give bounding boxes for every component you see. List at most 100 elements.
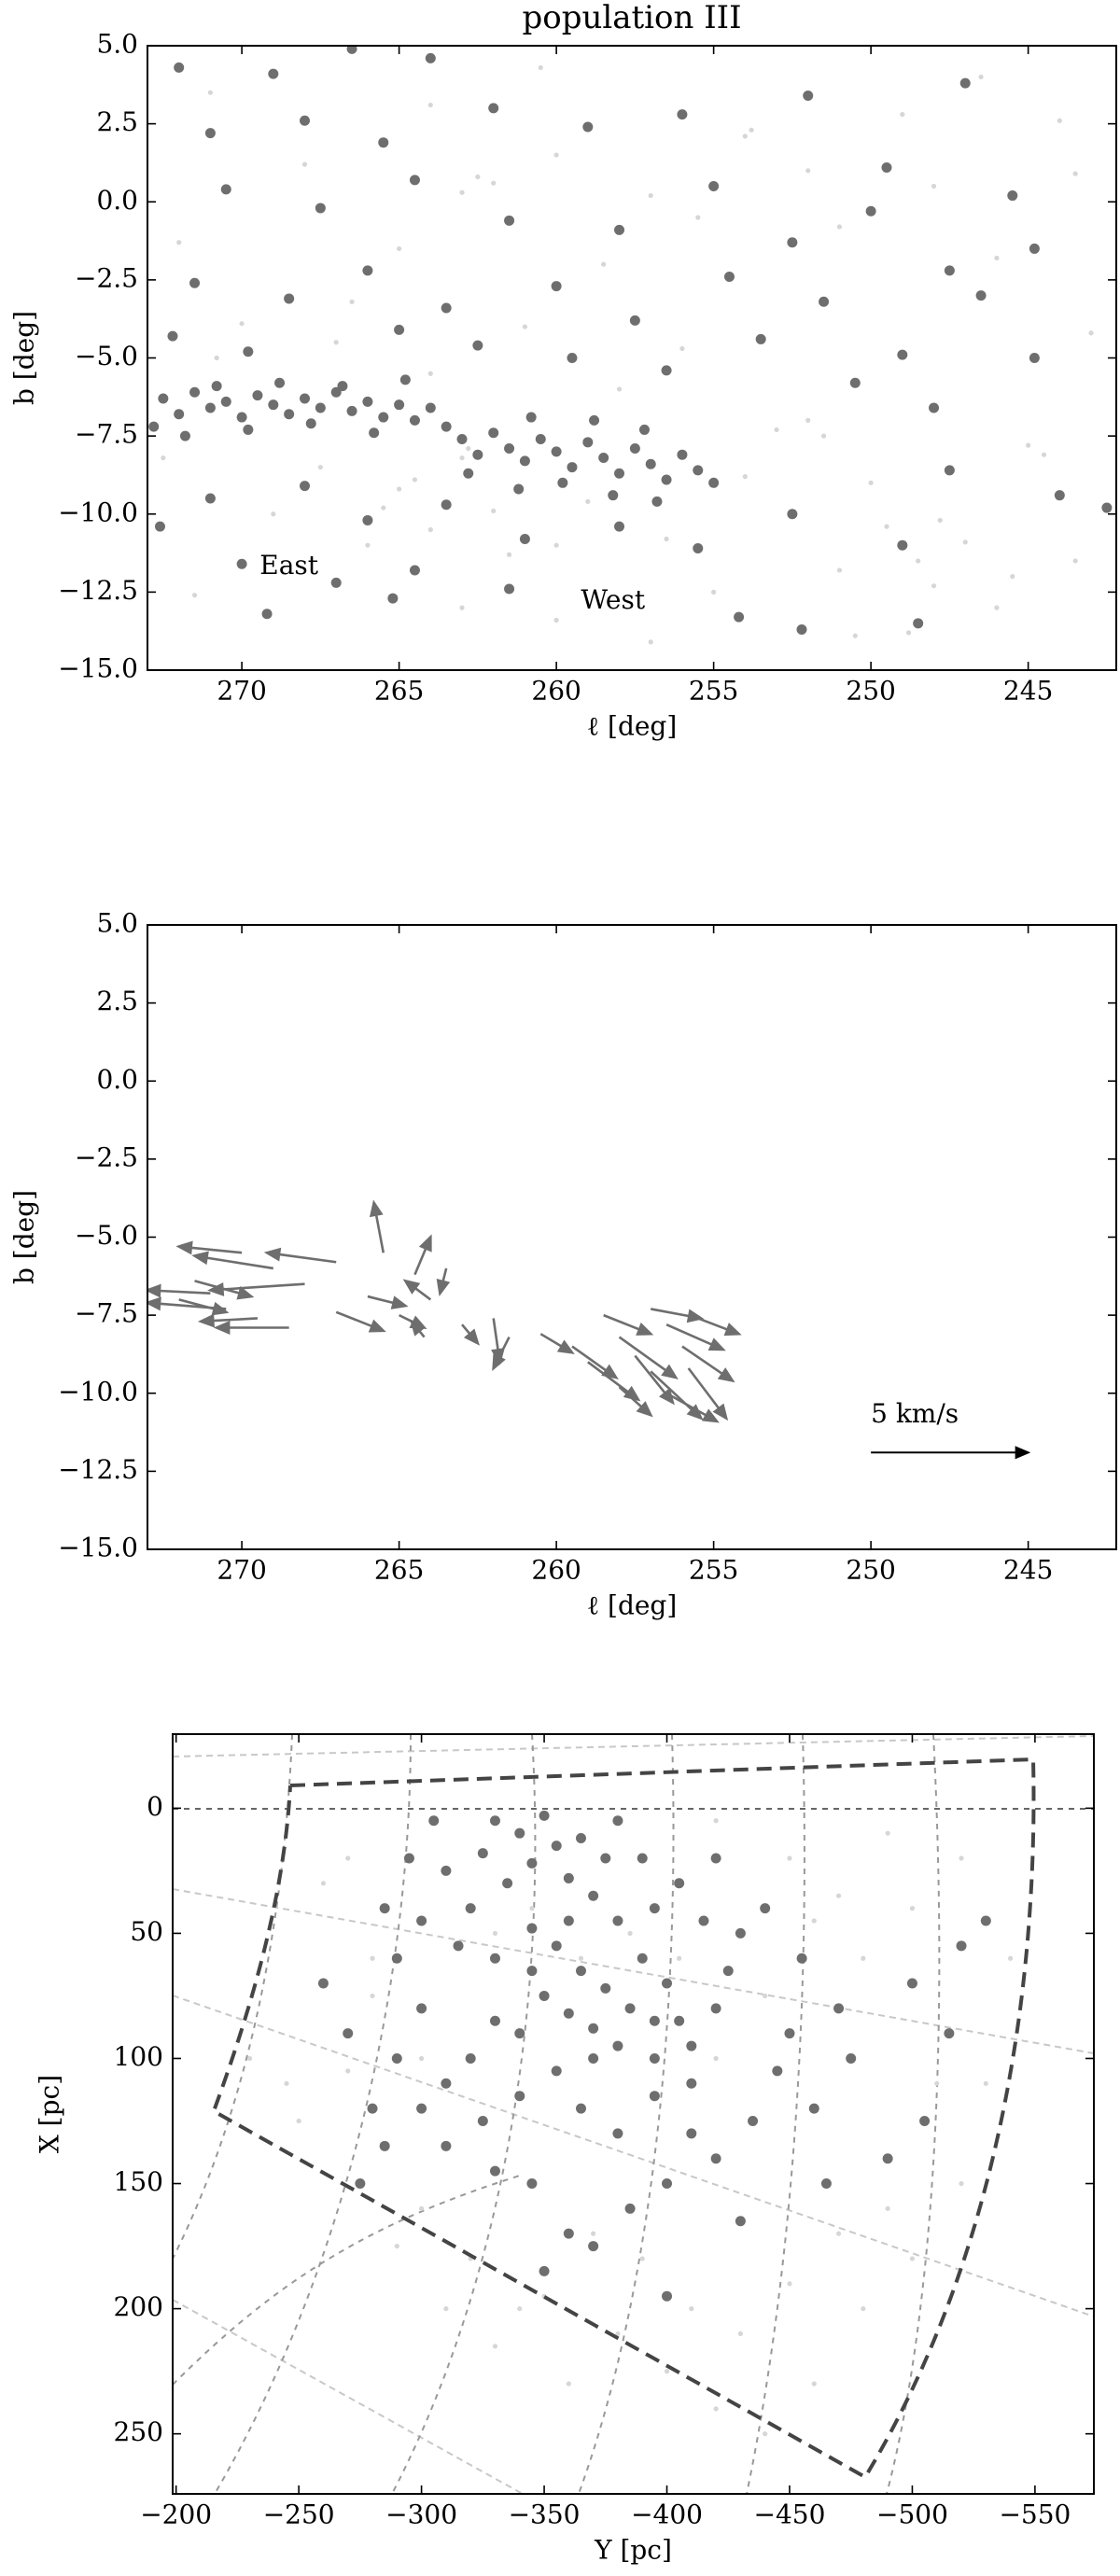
point: [578, 1955, 584, 1961]
arrow: [587, 1361, 641, 1402]
grid-curve: [214, 1734, 412, 2494]
point: [504, 215, 515, 226]
point: [962, 539, 968, 545]
point: [614, 224, 625, 235]
point: [220, 396, 231, 407]
point: [189, 277, 201, 288]
point: [865, 205, 876, 217]
point: [884, 524, 889, 529]
point: [441, 2140, 452, 2151]
point: [167, 330, 178, 342]
point: [836, 567, 843, 573]
point: [1101, 502, 1113, 513]
arrow: [436, 1267, 451, 1296]
point: [345, 1855, 351, 1861]
arrow: [335, 1310, 386, 1333]
point: [362, 265, 373, 276]
point: [601, 261, 607, 267]
point: [811, 1918, 817, 1924]
point: [397, 245, 402, 252]
point: [638, 424, 650, 435]
x-tick-label: −550: [999, 2499, 1071, 2530]
point: [566, 2381, 571, 2387]
point: [649, 2015, 660, 2026]
point: [394, 2243, 399, 2249]
arrow: [650, 1308, 705, 1323]
point: [489, 2015, 500, 2026]
point: [796, 1953, 807, 1964]
point: [637, 1853, 648, 1864]
x-tick-label: 250: [846, 1555, 895, 1586]
y-tick-label: 0.0: [96, 185, 138, 216]
point: [459, 189, 465, 195]
point: [463, 468, 474, 479]
grid-curve: [173, 2174, 524, 2386]
point: [204, 402, 216, 413]
point: [522, 324, 528, 329]
point: [514, 1827, 525, 1839]
point: [975, 290, 987, 301]
point: [427, 371, 433, 376]
point: [345, 2068, 351, 2074]
point: [1072, 171, 1078, 176]
arrow: [492, 1336, 511, 1371]
point: [664, 536, 669, 542]
x-tick-label: −500: [876, 2499, 948, 2530]
survey-boundary: [211, 1757, 1036, 2480]
point: [612, 1815, 623, 1827]
arrow: [197, 1313, 259, 1328]
point: [612, 1915, 623, 1926]
y-tick-label: −5.0: [75, 341, 138, 371]
point: [466, 445, 471, 452]
x-tick-label: −250: [263, 2499, 335, 2530]
point: [305, 418, 316, 429]
point: [916, 558, 921, 564]
point: [900, 111, 905, 118]
point: [846, 2052, 857, 2064]
point: [300, 115, 311, 126]
arrow: [539, 1333, 575, 1354]
point: [502, 1878, 513, 1889]
y-tick-label: −15.0: [58, 653, 138, 684]
arrow: [618, 1336, 679, 1379]
x-tick-label: 250: [846, 676, 895, 707]
x-tick-label: 255: [689, 676, 738, 707]
point: [1007, 190, 1018, 202]
point: [711, 589, 717, 595]
y-tick-label: 0.0: [96, 1064, 138, 1095]
point: [453, 1940, 464, 1952]
point: [885, 2205, 890, 2211]
point: [271, 511, 276, 517]
point: [868, 480, 874, 485]
point: [174, 409, 185, 420]
point: [489, 2165, 500, 2177]
point: [441, 2078, 452, 2089]
point: [488, 103, 499, 114]
point: [627, 1930, 633, 1937]
point: [551, 446, 562, 457]
point: [425, 402, 436, 413]
point: [919, 2116, 931, 2127]
point: [651, 496, 663, 507]
point: [852, 633, 858, 638]
arrow: [413, 1234, 432, 1276]
point: [755, 333, 766, 344]
x-axis-label: Y [pc]: [594, 2535, 672, 2566]
y-tick-label: −12.5: [58, 575, 138, 606]
point: [1072, 558, 1078, 564]
point: [637, 1953, 648, 1964]
point: [391, 2052, 402, 2064]
y-tick-label: −2.5: [75, 262, 138, 293]
point: [526, 1966, 538, 1977]
point: [600, 1853, 611, 1864]
point: [994, 255, 1000, 261]
x-tick-label: −200: [140, 2499, 212, 2530]
arrow: [147, 1283, 211, 1298]
point: [710, 2003, 721, 2014]
chart-title: population III: [522, 0, 741, 36]
point: [441, 499, 452, 511]
point: [1029, 243, 1040, 254]
point: [239, 321, 245, 327]
point: [563, 2008, 574, 2019]
point: [211, 381, 222, 392]
